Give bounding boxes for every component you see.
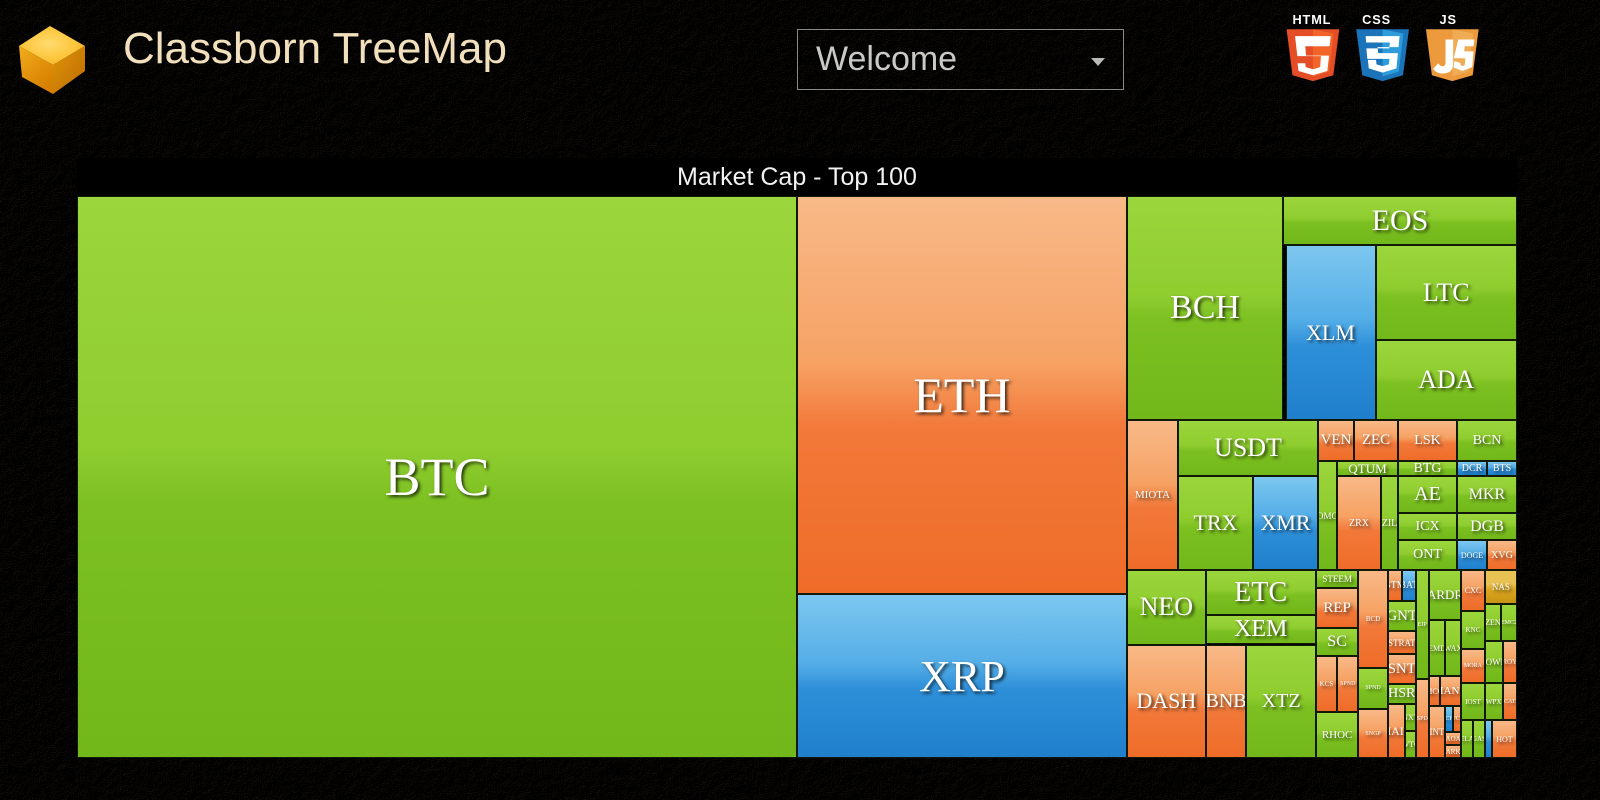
svg-text:HTML: HTML (1293, 14, 1332, 27)
svg-text:CSS: CSS (1362, 14, 1391, 27)
svg-text:JS: JS (1440, 14, 1457, 27)
